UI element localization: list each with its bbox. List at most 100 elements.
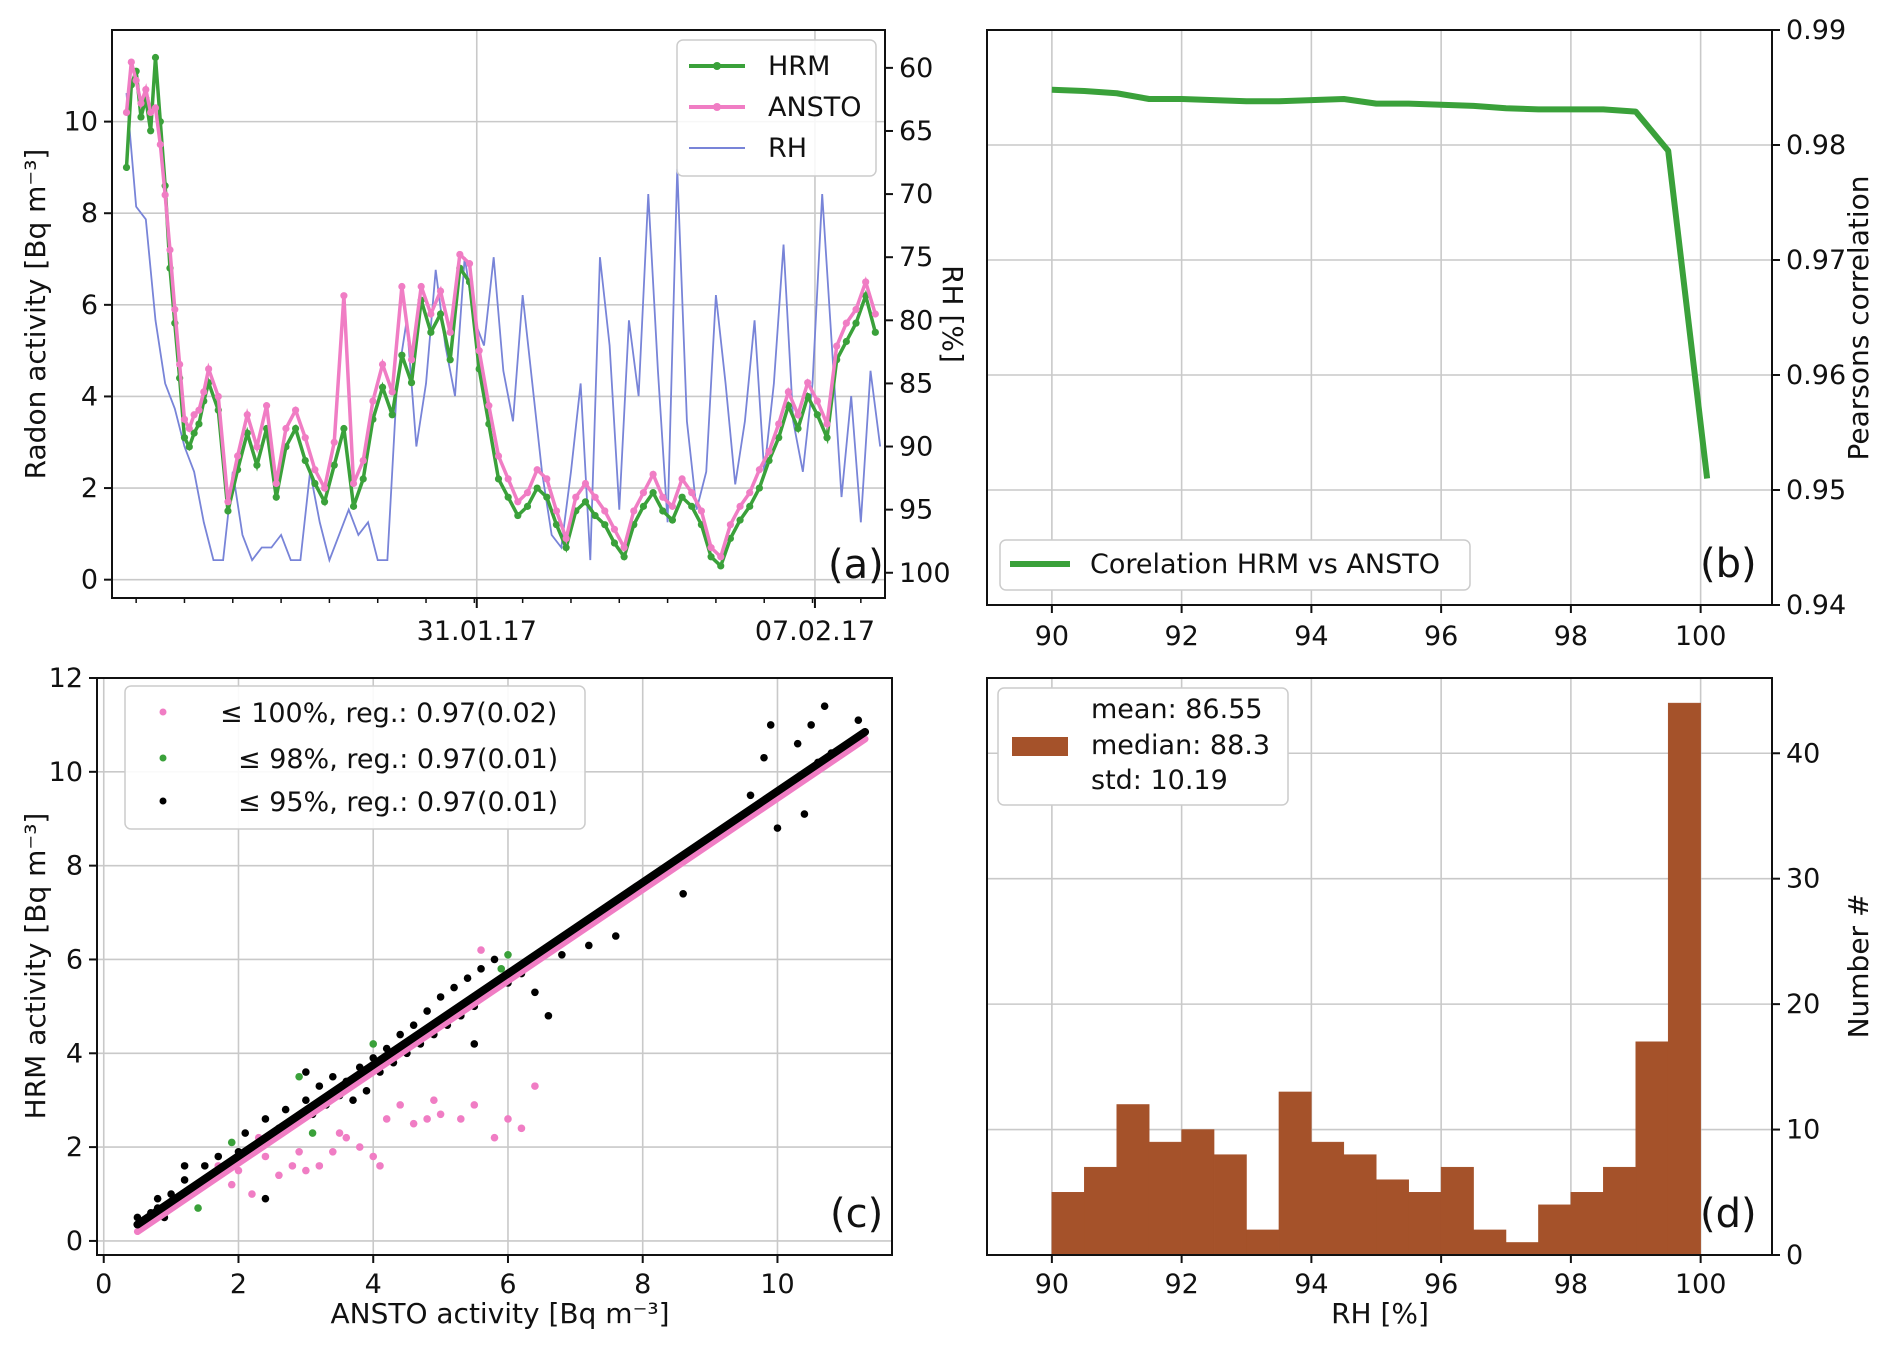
panel-b-ytick-label: 0.98 [1786,130,1846,161]
scatter-point-95 [261,1115,270,1123]
ansto-point [301,434,309,442]
ansto-point [581,479,590,488]
ansto-point [746,489,754,497]
ansto-point [147,108,155,117]
hrm-point [852,319,860,327]
scatter-point-100 [275,1171,283,1180]
ansto-point [707,544,715,552]
scatter-point-95 [773,824,782,832]
histogram-bar [1116,1104,1150,1256]
panel-b-xtick-label: 96 [1424,621,1458,652]
histogram-bar [1246,1229,1280,1256]
ansto-point [161,191,169,199]
scatter-point-95 [760,753,768,762]
ansto-point [378,360,387,368]
ansto-point [504,475,512,483]
panel-d-ytick-label: 0 [1786,1240,1803,1271]
panel-c-ylabel: HRM activity [Bq m⁻³] [19,813,52,1120]
regression-line-100 [133,735,869,1236]
ansto-point [398,282,406,291]
histogram-bar [1213,1154,1247,1256]
histogram-bar [1667,702,1701,1256]
ansto-point [291,406,300,414]
scatter-point-95 [423,1007,431,1015]
scatter-point-95 [396,1030,404,1039]
panel-c-letter: (c) [830,1191,883,1237]
hrm-point [649,489,657,497]
histogram-bar [1635,1041,1669,1256]
ansto-point [871,310,879,318]
scatter-point-98 [369,1040,378,1048]
panel-c-ytick-label: 12 [49,663,83,694]
hrm-point [775,434,783,442]
ansto-point [726,521,735,529]
hrm-point [291,424,300,433]
scatter-point-95 [261,1194,270,1203]
ansto-point [243,411,251,419]
panel-d-xtick-label: 100 [1675,1269,1727,1300]
ansto-point [572,493,580,501]
hrm-point [688,502,696,510]
histogram-bar [1311,1141,1345,1256]
ansto-point [678,475,686,483]
scatter-point-95 [854,716,863,725]
panel-b-legend: Corelation HRM vs ANSTO [999,539,1471,591]
hrm-point [523,502,532,510]
ansto-point [659,493,667,501]
ansto-point [127,58,135,66]
panel-b-ytick-label: 0.96 [1786,360,1846,391]
hrm-point [755,484,763,492]
ansto-point [620,544,628,552]
hrm-point [494,475,503,483]
hrm-point [610,539,619,547]
panel-c-legend: ≤ 100%, reg.: 0.97(0.02) ≤ 98%, reg.: 0.… [124,685,586,830]
ansto-point [369,397,377,405]
ansto-point [456,250,464,259]
hrm-point [813,411,821,419]
hrm-point [504,493,512,501]
ansto-point [852,305,860,314]
panel-a-y2label: RH [%] [936,265,969,363]
scatter-point-95 [490,955,499,964]
panel-a-ytick-label: 6 [81,290,98,321]
histogram-bar [1278,1091,1312,1256]
panel-a-frame [111,29,886,599]
ansto-point [813,397,821,405]
panel-c-xtick-label: 2 [230,1269,247,1300]
hrm-point [185,443,193,451]
panel-d-ylabel: Number # [1842,894,1875,1039]
ansto-point [176,360,184,368]
panel-c-xtick-label: 0 [95,1269,112,1300]
ansto-point [823,420,831,428]
panel-d-legend: mean: 86.55 median: 88.3 std: 10.19 [997,687,1289,806]
hrm-point [398,351,406,359]
scatter-point-95 [558,950,566,959]
hrm-point [224,507,232,515]
correlation-series-line [1051,86,1711,479]
panel-c-ytick-label: 10 [49,757,83,788]
scatter-point-95 [585,941,593,950]
hrm-point [320,498,329,506]
ansto-point [475,347,483,355]
panel-a-letter: (a) [828,542,884,588]
panel-a-y2tick-label: 100 [899,558,951,589]
hrm-point [359,475,367,483]
panel-b-xtick-label: 94 [1294,621,1328,652]
scatter-point-100 [227,1180,236,1189]
panel-b-xtick-label: 90 [1035,621,1069,652]
panel-a-xtick-label: 07.02.17 [755,616,875,647]
panel-c-xlabel: ANSTO activity [Bq m⁻³] [330,1297,669,1330]
panel-b-ytick-label: 0.99 [1786,15,1846,46]
legend-98-marker [159,754,167,762]
panel-d-ytick-label: 10 [1786,1115,1820,1146]
ansto-point [639,489,648,497]
scatter-point-95 [214,1152,223,1161]
ansto-point [171,305,179,314]
scatter-point-100 [355,1143,364,1151]
panel-b-legend-box [999,539,1471,591]
scatter-point-95 [463,974,472,983]
hrm-point [137,113,145,121]
hrm-point [543,493,551,501]
hrm-point [765,456,773,465]
scatter-point-100 [504,1115,512,1123]
